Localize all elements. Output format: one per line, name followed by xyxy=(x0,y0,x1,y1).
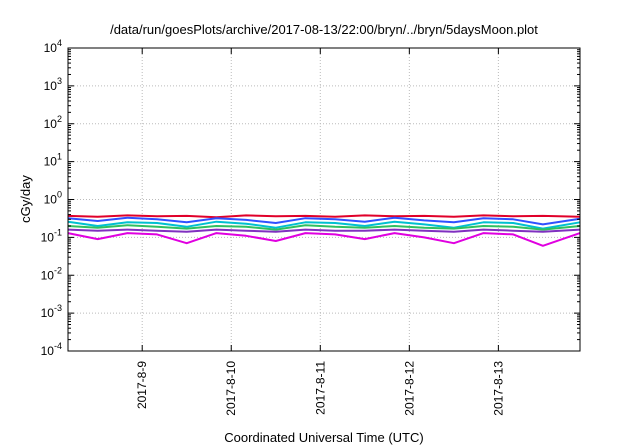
y-tick-label: 10-3 xyxy=(41,303,62,320)
x-tick-label: 2017-8-11 xyxy=(313,361,327,415)
y-tick-label: 101 xyxy=(44,152,62,169)
y-axis: 104 103 102 101 100 10-1 10-2 10-3 10-4 xyxy=(41,38,580,358)
chart-title: /data/run/goesPlots/archive/2017-08-13/2… xyxy=(110,22,538,37)
series-line-2 xyxy=(67,216,581,226)
series-line-3 xyxy=(67,220,581,230)
x-tick-label: 2017-8-12 xyxy=(402,361,416,416)
y-tick-label: 104 xyxy=(44,38,62,55)
y-tick-label: 10-1 xyxy=(41,227,62,244)
y-tick-label: 103 xyxy=(44,76,62,93)
x-tick-label: 2017-8-10 xyxy=(224,361,238,416)
grid xyxy=(68,48,580,351)
y-tick-label: 10-2 xyxy=(41,265,62,282)
x-tick-label: 2017-8-13 xyxy=(491,361,505,416)
y-axis-label: cGy/day xyxy=(18,175,33,223)
y-tick-label: 10-4 xyxy=(41,341,62,358)
series-group xyxy=(67,214,581,247)
series-line-5 xyxy=(67,228,581,233)
x-axis-label: Coordinated Universal Time (UTC) xyxy=(224,430,423,445)
x-tick-label: 2017-8-9 xyxy=(135,361,149,409)
series-line-4 xyxy=(67,224,581,231)
y-tick-label: 100 xyxy=(44,190,62,207)
y-tick-label: 102 xyxy=(44,114,62,131)
x-axis: 2017-8-9 2017-8-10 2017-8-11 2017-8-12 2017-… xyxy=(135,48,505,416)
series-line-1 xyxy=(67,214,581,219)
series-line-6 xyxy=(67,232,581,247)
